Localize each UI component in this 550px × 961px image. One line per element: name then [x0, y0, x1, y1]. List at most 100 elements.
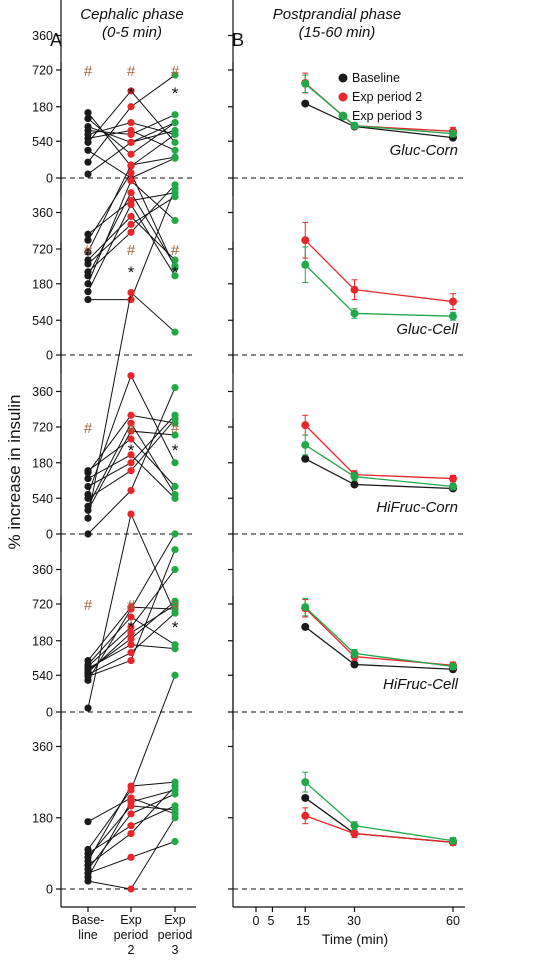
series-line-exp-period-3	[304, 444, 454, 488]
series-point-exp-period-2	[301, 421, 310, 430]
series-point-baseline	[350, 660, 359, 669]
significance-star: *	[172, 618, 179, 637]
y-tick-label-left: 0	[46, 528, 53, 542]
y-tick-label-left: 180	[32, 456, 53, 470]
subject-point	[171, 459, 179, 467]
x-tick-exp3-line2: period	[158, 928, 193, 942]
subject-point	[171, 111, 179, 119]
y-tick-label-left: 0	[46, 883, 53, 897]
subject-point	[84, 857, 92, 865]
subject-point	[171, 778, 179, 786]
subject-point	[171, 130, 179, 139]
condition-label-gluc-cell: Gluc-Cell	[396, 321, 458, 338]
series-point-exp-period-2	[449, 297, 457, 306]
series-point-exp-period-3	[350, 472, 359, 481]
x-tick-exp3-line1: Exp	[164, 913, 186, 927]
series-point-baseline	[301, 454, 310, 463]
x-axis-label-time: Time (min)	[322, 931, 388, 947]
series-point-exp-period-2	[350, 285, 359, 294]
subject-point	[127, 435, 135, 443]
subject-point	[127, 613, 135, 621]
significance-hash: #	[127, 420, 136, 437]
series-line-exp-period-3	[304, 264, 454, 317]
subject-point	[84, 467, 92, 475]
significance-star: *	[128, 263, 135, 282]
subject-point	[84, 170, 92, 178]
y-tick-label-left: 0	[46, 172, 53, 186]
y-tick-label-left: 360	[32, 740, 53, 754]
subject-point	[127, 822, 135, 830]
subject-point	[127, 656, 135, 665]
subject-point	[171, 546, 179, 554]
y-tick-label-left: 180	[32, 811, 53, 825]
subject-point	[127, 212, 135, 221]
subject-point	[171, 153, 179, 161]
y-tick-label-left: 720	[32, 421, 53, 435]
subject-point	[127, 798, 135, 806]
subject-point	[84, 530, 92, 538]
significance-hash: #	[171, 63, 180, 80]
subject-point	[127, 177, 135, 185]
series-point-exp-period-3	[449, 129, 457, 138]
subject-point	[84, 280, 92, 288]
series-point-exp-period-3	[350, 121, 359, 130]
x-tick-time-15: 15	[296, 914, 310, 928]
subject-point	[171, 419, 179, 427]
x-tick-time-30: 30	[347, 914, 361, 928]
subject-point	[127, 829, 135, 838]
subject-point	[84, 670, 92, 678]
subject-line	[87, 291, 176, 519]
subject-point	[127, 197, 135, 205]
significance-hash: #	[171, 242, 180, 259]
series-point-exp-period-2	[301, 236, 310, 245]
subject-point	[84, 865, 92, 873]
subject-point	[127, 510, 135, 518]
subject-point	[171, 71, 179, 79]
subject-point	[84, 260, 92, 268]
panels: 0180360540720##NS#NSControl0180360540720…	[32, 0, 465, 912]
series-point-exp-period-3	[350, 821, 359, 830]
subject-point	[84, 138, 92, 146]
y-tick-label-left: 360	[32, 29, 53, 43]
y-tick-label-left: 0	[46, 349, 53, 363]
legend-label-exp3: Exp period 3	[352, 109, 422, 123]
legend-marker-baseline	[338, 73, 348, 83]
panel-gluc-cell: 0 180 360 540 720 # # * # * Gluc-Cell	[32, 241, 465, 552]
series-point-exp-period-2	[350, 829, 359, 838]
significance-star: *	[128, 618, 135, 637]
y-tick-label-left: 180	[32, 100, 53, 114]
significance-hash: #	[84, 242, 93, 259]
subject-point	[127, 87, 135, 95]
series-line-exp-period-3	[304, 606, 454, 668]
y-tick-label-left: 720	[32, 64, 53, 78]
panel-a-title-line1: Cephalic phase	[80, 6, 183, 23]
subject-point	[127, 467, 135, 475]
subject-point	[127, 885, 135, 893]
y-tick-label-left: 360	[32, 206, 53, 220]
series-point-baseline	[301, 99, 310, 108]
subject-point	[171, 597, 179, 605]
significance-hash: #	[171, 420, 180, 437]
significance-hash: #	[171, 597, 180, 614]
subject-point	[127, 623, 135, 631]
subject-point	[84, 288, 92, 296]
subject-point	[127, 150, 135, 158]
y-tick-label-left: 0	[46, 706, 53, 720]
subject-point	[127, 372, 135, 380]
subject-point	[84, 236, 92, 244]
subject-point	[127, 161, 135, 169]
subject-point	[84, 115, 92, 123]
x-tick-time-5: 5	[268, 914, 275, 928]
subject-point	[84, 295, 92, 304]
x-tick-exp3-line3: 3	[172, 943, 179, 957]
panel-a-title-line2: (0-5 min)	[102, 24, 162, 41]
subject-point	[171, 810, 179, 818]
y-tick-label-left: 540	[32, 135, 53, 149]
subject-point	[171, 216, 179, 225]
subject-point	[171, 786, 179, 794]
panel-b-title-line2: (15-60 min)	[299, 24, 376, 41]
significance-hash: #	[127, 63, 136, 80]
condition-label-gluc-corn: Gluc-Corn	[390, 142, 458, 159]
